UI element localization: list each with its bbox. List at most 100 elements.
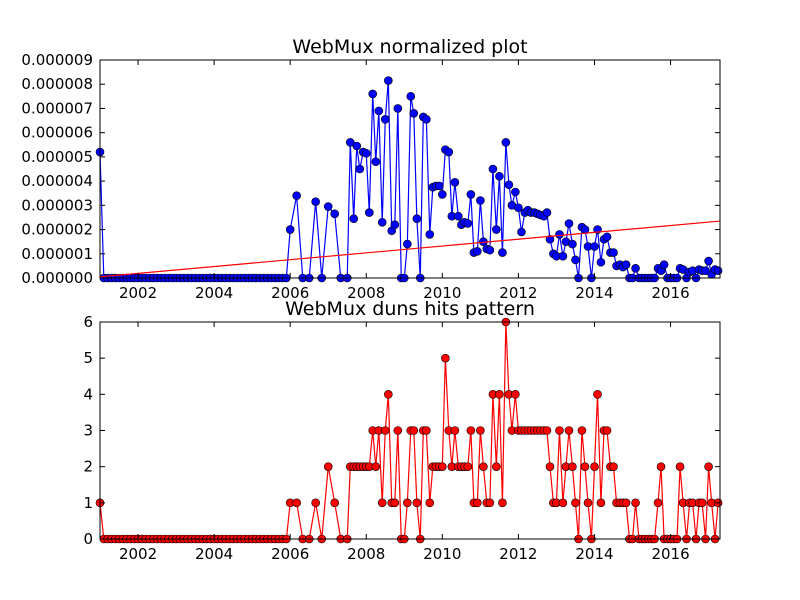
data-point-75 <box>393 104 403 113</box>
data-point-79 <box>406 92 416 101</box>
data-point-80 <box>409 108 419 118</box>
x-tick-label-4: 2010 <box>423 284 461 302</box>
data-point-56 <box>323 202 333 211</box>
data-point-122 <box>542 426 552 435</box>
data-point-78 <box>403 239 412 249</box>
data-point-65 <box>361 148 371 158</box>
trend-line <box>99 220 721 278</box>
data-point-84 <box>422 115 431 124</box>
data-point-102 <box>479 462 488 471</box>
x-tick-label-1: 2004 <box>195 545 233 563</box>
x-tick-label-3: 2008 <box>347 284 385 302</box>
x-tick-label-0: 2002 <box>119 284 157 302</box>
data-point-51 <box>292 498 301 508</box>
x-tick-label-1: 2004 <box>195 284 233 302</box>
data-point-164 <box>675 462 685 471</box>
data-point-61 <box>349 214 359 223</box>
data-point-173 <box>704 462 713 471</box>
data-point-129 <box>564 219 574 228</box>
data-point-91 <box>444 147 454 157</box>
data-point-123 <box>545 462 555 471</box>
data-point-54 <box>311 498 320 508</box>
data-point-127 <box>558 251 568 261</box>
data-point-80 <box>409 426 419 435</box>
y-tick-label-4: 0.000004 <box>21 172 93 190</box>
x-tick-label-2: 2006 <box>271 545 309 563</box>
data-point-57 <box>330 209 339 219</box>
data-point-139 <box>596 257 606 267</box>
data-point-74 <box>390 498 400 508</box>
data-point-107 <box>495 390 504 399</box>
data-point-85 <box>425 498 435 508</box>
data-point-69 <box>374 106 384 116</box>
data-point-122 <box>542 208 552 217</box>
data-point-147 <box>621 498 631 508</box>
data-point-57 <box>330 498 339 508</box>
chart-normalized-plot: WebMux normalized plot 2002 2004 2006 2008 2… <box>21 36 723 302</box>
x-tick-label-6: 2014 <box>575 545 613 563</box>
data-point-50 <box>285 225 295 234</box>
data-point-130 <box>568 462 577 471</box>
y-tick-label-2: 0.000002 <box>21 221 93 239</box>
data-point-100 <box>473 498 482 508</box>
data-point-93 <box>450 426 460 435</box>
data-point-66 <box>364 208 374 217</box>
data-point-98 <box>466 190 476 199</box>
data-point-72 <box>384 390 393 399</box>
data-point-60 <box>345 138 355 147</box>
data-point-68 <box>371 462 381 471</box>
data-point-138 <box>593 390 602 399</box>
data-point-127 <box>558 498 568 508</box>
x-tick-label-7: 2016 <box>651 284 689 302</box>
data-point-68 <box>371 157 381 167</box>
data-point-107 <box>495 171 504 181</box>
data-point-100 <box>473 247 482 256</box>
data-point-108 <box>498 498 507 508</box>
data-point-104 <box>485 498 495 508</box>
data-point-63 <box>355 164 365 174</box>
x-tick-label-3: 2008 <box>347 545 385 563</box>
data-point-81 <box>412 498 422 508</box>
y-tick-label-1: 0.000001 <box>21 245 93 263</box>
data-point-97 <box>463 219 473 228</box>
data-point-143 <box>609 248 618 257</box>
data-point-133 <box>577 426 587 435</box>
data-point-94 <box>454 211 463 221</box>
data-point-78 <box>403 498 412 508</box>
data-point-126 <box>555 230 564 239</box>
data-point-90 <box>441 353 450 363</box>
data-point-104 <box>485 245 495 255</box>
data-point-131 <box>571 498 580 508</box>
data-point-150 <box>631 264 640 273</box>
data-point-89 <box>438 462 447 471</box>
y-tick-label-6: 6 <box>83 313 93 331</box>
x-tick-label-2: 2006 <box>271 284 309 302</box>
y-tick-label-6: 0.000006 <box>21 124 93 142</box>
data-point-56 <box>323 462 333 471</box>
data-point-123 <box>545 234 555 244</box>
data-point-101 <box>476 426 485 435</box>
data-point-98 <box>466 426 476 435</box>
data-point-106 <box>492 462 501 471</box>
data-point-157 <box>653 498 663 508</box>
data-point-93 <box>450 178 460 187</box>
x-tick-label-6: 2014 <box>575 284 613 302</box>
data-point-113 <box>514 203 523 213</box>
y-tick-label-8: 0.000008 <box>21 75 93 93</box>
data-point-89 <box>438 190 447 199</box>
y-tick-label-2: 2 <box>83 458 93 476</box>
data-point-150 <box>631 498 640 508</box>
y-tick-label-3: 3 <box>83 422 93 440</box>
x-tick-label-4: 2010 <box>423 545 461 563</box>
series-line <box>99 80 719 280</box>
data-point-88 <box>434 181 444 191</box>
plot-frame <box>99 59 721 279</box>
data-point-129 <box>564 426 574 435</box>
chart-title: WebMux duns hits pattern <box>285 298 535 320</box>
data-point-106 <box>492 225 501 234</box>
data-point-81 <box>412 214 422 223</box>
y-tick-label-3: 0.000003 <box>21 196 93 214</box>
y-tick-label-0: 0 <box>83 530 93 548</box>
data-point-158 <box>656 462 666 471</box>
y-tick-label-1: 1 <box>83 494 93 512</box>
